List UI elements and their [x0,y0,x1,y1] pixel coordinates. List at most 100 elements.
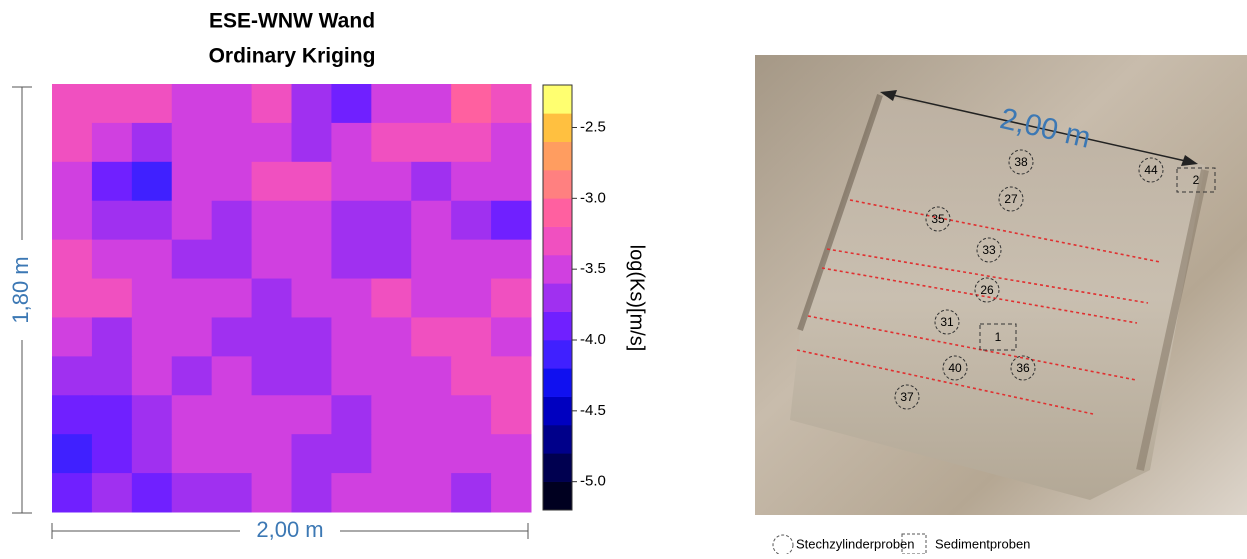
colorbar-tick-label: -4.5 [580,402,606,419]
heat-cell [411,84,451,123]
heat-cell [292,317,332,356]
sample-label: 38 [1014,155,1028,169]
heat-cell [252,162,292,201]
heat-cell [252,356,292,395]
heat-cell [132,279,172,318]
heat-cell [411,473,451,512]
heat-cell [491,240,531,279]
heat-cell [331,395,371,434]
heat-cell [212,162,252,201]
width-label: 2,00 m [256,517,323,542]
heat-cell [92,201,132,240]
sample-label: 40 [948,361,962,375]
heat-cell [371,473,411,512]
heat-cell [371,84,411,123]
colorbar-tick-label: -5.0 [580,473,606,490]
heat-cell [172,162,212,201]
heat-cell [132,240,172,279]
sediment-label: 2 [1193,173,1200,187]
heat-cell [52,434,92,473]
heat-cell [92,317,132,356]
heat-cell [292,201,332,240]
colorbar-segment [543,368,572,397]
heat-cell [331,356,371,395]
heat-cell [172,279,212,318]
chart-title: ESE-WNW Wand [209,10,375,33]
heat-cell [92,279,132,318]
heat-cell [331,240,371,279]
heat-cell [252,84,292,123]
heat-cell [331,123,371,162]
heat-cell [411,201,451,240]
colorbar-segment [543,113,572,142]
heat-cell [371,201,411,240]
colorbar-tick-label: -4.0 [580,331,606,348]
colorbar-segment [543,425,572,454]
heat-cell [411,279,451,318]
colorbar-tick-label: -2.5 [580,118,606,135]
heat-cell [451,123,491,162]
heat-cell [491,473,531,512]
heat-cell [252,279,292,318]
colorbar-segment [543,142,572,171]
colorbar-segment [543,312,572,341]
heat-cell [172,240,212,279]
heat-cell [491,123,531,162]
heat-cell [132,395,172,434]
heat-cell [292,279,332,318]
heat-cell [52,123,92,162]
heat-cell [132,473,172,512]
heat-cell [92,473,132,512]
heat-cell [132,317,172,356]
heat-cell [172,434,212,473]
heat-cell [491,201,531,240]
sample-label: 26 [980,283,994,297]
heat-cell [92,162,132,201]
heat-cell [132,356,172,395]
heat-cell [212,84,252,123]
heat-cell [252,473,292,512]
heat-cell [451,162,491,201]
sediment-label: 1 [995,330,1002,344]
colorbar-segment [543,482,572,511]
colorbar-segment [543,198,572,227]
heat-cell [132,162,172,201]
heat-cell [172,84,212,123]
heat-cell [292,473,332,512]
heat-cell [292,356,332,395]
heat-cell [252,201,292,240]
heat-cell [212,317,252,356]
sample-label: 37 [900,390,914,404]
heat-cell [172,395,212,434]
heat-cell [212,240,252,279]
heat-cell [172,356,212,395]
heat-cell [411,240,451,279]
heat-cell [411,123,451,162]
heat-cell [371,123,411,162]
heat-cell [92,356,132,395]
heat-cell [212,356,252,395]
sample-label: 27 [1004,192,1018,206]
heat-cell [331,473,371,512]
heat-cell [252,123,292,162]
heat-cell [92,123,132,162]
heat-cell [371,240,411,279]
colorbar-segment [543,453,572,482]
sample-label: 31 [940,315,954,329]
heat-cell [331,434,371,473]
heat-cell [371,162,411,201]
heat-cell [331,317,371,356]
heat-cell [52,240,92,279]
heat-cell [292,84,332,123]
heat-cell [411,317,451,356]
colorbar-segment [543,227,572,256]
heat-cell [252,395,292,434]
heat-cell [331,279,371,318]
heat-cell [292,395,332,434]
colorbar-tick-label: -3.5 [580,260,606,277]
heat-cell [132,434,172,473]
heat-cell [491,434,531,473]
heat-cell [331,201,371,240]
heat-cell [292,123,332,162]
heat-cell [491,279,531,318]
